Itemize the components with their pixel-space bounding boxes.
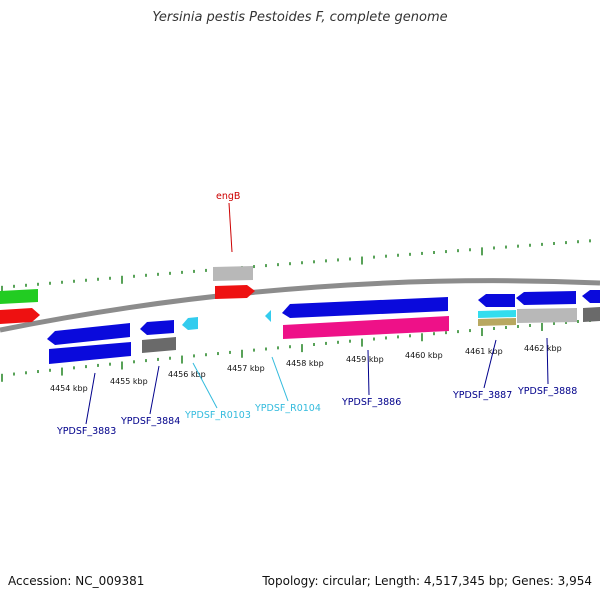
scale-label: 4455 kbp xyxy=(110,377,148,386)
gene-feature-darkgray-right[interactable] xyxy=(583,307,600,322)
gene-feature-blue-3884[interactable] xyxy=(140,320,174,335)
scale-label: 4458 kbp xyxy=(286,359,324,368)
inner-tick-marks xyxy=(1,319,591,382)
gene-label-ypdsf-r0103[interactable]: YPDSF_R0103 xyxy=(184,410,251,421)
gene-label-ypdsf-3886[interactable]: YPDSF_3886 xyxy=(341,397,401,408)
genome-backbone xyxy=(0,278,600,333)
gene-feature-green[interactable] xyxy=(0,289,38,304)
outer-tick-marks xyxy=(1,239,591,294)
map-title: Yersinia pestis Pestoides F, complete ge… xyxy=(152,10,448,25)
gene-feature-darkgray-3884[interactable] xyxy=(142,337,176,353)
gene-label-ypdsf-3888[interactable]: YPDSF_3888 xyxy=(517,386,577,397)
leader-3886 xyxy=(367,349,370,396)
scale-labels: 4454 kbp 4455 kbp 4456 kbp 4457 kbp 4458… xyxy=(50,344,562,393)
gene-feature-pink-3886[interactable] xyxy=(283,316,449,339)
reverse-strand-features xyxy=(47,317,198,364)
leader-3888 xyxy=(546,337,549,385)
gene-label-engB[interactable]: engB xyxy=(216,191,240,202)
forward-strand-features xyxy=(0,266,600,339)
leader-r0104 xyxy=(271,356,289,402)
leader-3887 xyxy=(483,339,497,389)
gene-feature-gray-engB[interactable] xyxy=(213,266,253,281)
gene-feature-blue-3886[interactable] xyxy=(282,297,448,318)
accession-text: Accession: NC_009381 xyxy=(8,574,145,588)
scale-label: 4457 kbp xyxy=(227,364,265,373)
gene-label-ypdsf-3883[interactable]: YPDSF_3883 xyxy=(56,426,116,437)
leader-r0103 xyxy=(192,362,218,409)
scale-label: 4456 kbp xyxy=(168,370,206,379)
gene-feature-blue-3888[interactable] xyxy=(516,291,576,305)
genome-summary-text: Topology: circular; Length: 4,517,345 bp… xyxy=(262,574,592,588)
gene-feature-blue-3883a[interactable] xyxy=(47,323,130,345)
gene-feature-rna-r0104[interactable] xyxy=(265,310,271,322)
gene-feature-tan-3887[interactable] xyxy=(478,318,516,326)
gene-feature-gray-3888[interactable] xyxy=(517,308,577,323)
gene-feature-red-left[interactable] xyxy=(0,308,40,324)
scale-label: 4454 kbp xyxy=(50,384,88,393)
scale-label: 4460 kbp xyxy=(405,351,443,360)
gene-feature-blue-3887[interactable] xyxy=(478,294,515,307)
gene-label-ypdsf-r0104[interactable]: YPDSF_R0104 xyxy=(254,403,321,414)
scale-label: 4462 kbp xyxy=(524,344,562,353)
gene-label-ypdsf-3884[interactable]: YPDSF_3884 xyxy=(120,416,180,427)
gene-feature-rna-r0103[interactable] xyxy=(182,317,198,330)
leader-3884 xyxy=(149,365,160,415)
gene-labels: engB YPDSF_3883 YPDSF_3884 YPDSF_R0103 Y… xyxy=(56,191,577,437)
gene-feature-red-engB[interactable] xyxy=(215,285,255,299)
gene-label-ypdsf-3887[interactable]: YPDSF_3887 xyxy=(452,390,512,401)
scale-label: 4459 kbp xyxy=(346,355,384,364)
gene-label-leaders xyxy=(85,202,549,425)
leader-engB xyxy=(228,202,233,253)
leader-3883 xyxy=(85,372,96,425)
gene-feature-blue-3883b[interactable] xyxy=(49,342,131,364)
gene-feature-cyan-3887[interactable] xyxy=(478,310,516,318)
gene-feature-blue-right[interactable] xyxy=(582,290,600,303)
scale-label: 4461 kbp xyxy=(465,347,503,356)
